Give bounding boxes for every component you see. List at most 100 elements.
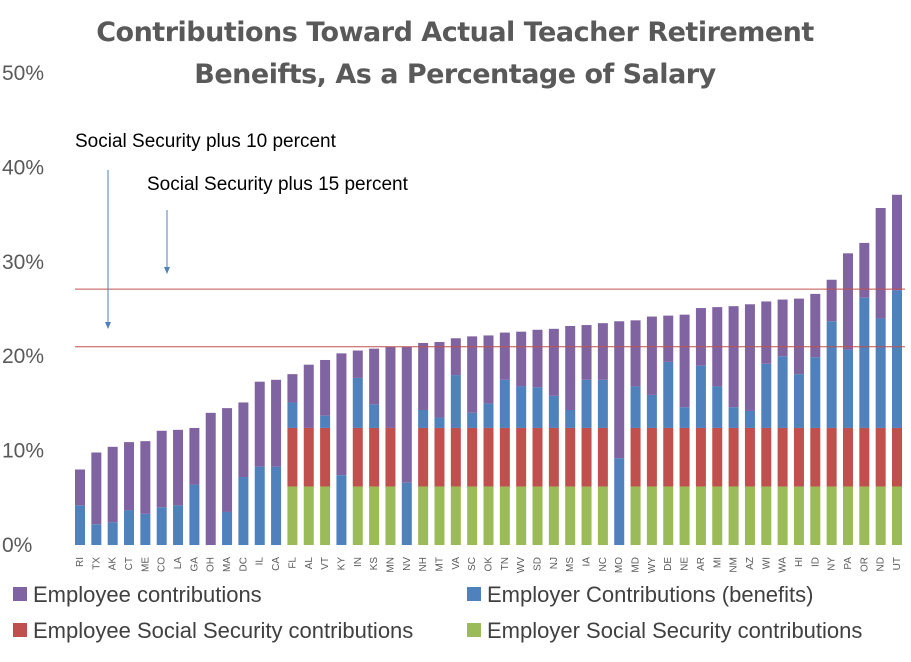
bar-segment	[695, 365, 706, 428]
x-tick-label: ND	[876, 557, 887, 571]
bar-segment	[728, 427, 739, 487]
x-tick-label: SC	[467, 557, 478, 571]
bar-segment	[271, 379, 282, 467]
legend-swatch	[467, 587, 481, 601]
bar-segment	[581, 427, 592, 487]
bar-segment	[450, 486, 461, 545]
bar-segment	[499, 332, 510, 380]
bar-segment	[679, 486, 690, 545]
x-tick-label: MN	[385, 557, 396, 573]
bar-segment	[107, 446, 118, 523]
bar-segment	[369, 348, 380, 405]
bar-segment	[418, 486, 429, 545]
bar-segment	[826, 279, 837, 322]
bar-segment	[320, 359, 331, 416]
legend-swatch	[467, 623, 481, 637]
x-tick-label: AZ	[745, 557, 756, 570]
bar-segment	[744, 410, 755, 428]
x-tick-label: IN	[353, 557, 364, 567]
bar-segment	[75, 469, 85, 506]
x-tick-label: NJ	[549, 557, 560, 569]
x-tick-label: OK	[484, 557, 495, 572]
bar-segment	[892, 486, 902, 545]
x-tick-label: VA	[451, 557, 462, 570]
bar-segment	[205, 412, 216, 545]
bar-segment	[548, 427, 559, 487]
bar-segment	[352, 486, 363, 545]
bar-segment	[875, 427, 886, 487]
x-tick-label: GA	[189, 557, 200, 572]
bar-segment	[679, 314, 690, 408]
x-tick-label: NV	[402, 557, 413, 571]
x-tick-label: NE	[680, 557, 691, 571]
bar-segment	[842, 253, 853, 350]
bar-segment	[140, 441, 151, 514]
bar-segment	[892, 290, 902, 428]
bar-segment	[303, 427, 314, 487]
x-tick-label: CT	[124, 557, 135, 570]
bar-segment	[499, 379, 510, 428]
y-tick-label: 50%	[2, 62, 44, 85]
bar-segment	[826, 427, 837, 487]
bar-segment	[548, 328, 559, 396]
bar-segment	[728, 407, 739, 428]
bar-segment	[842, 349, 853, 428]
x-tick-label: CA	[271, 557, 282, 571]
x-tick-label: MT	[434, 557, 445, 571]
bar-segment	[140, 513, 151, 545]
bar-segment	[646, 316, 657, 395]
bar-segment	[124, 510, 135, 545]
legend-swatch	[13, 623, 27, 637]
x-tick-label: WV	[516, 557, 527, 573]
bar-segment	[777, 427, 788, 487]
x-tick-label: WI	[761, 557, 772, 569]
x-tick-label: LA	[173, 557, 184, 570]
x-tick-label: NH	[418, 557, 429, 571]
annotation: Social Security plus 15 percent	[147, 174, 409, 195]
bar-segment	[320, 427, 331, 487]
x-tick-label: CO	[157, 557, 168, 572]
bar-segment	[287, 427, 298, 487]
x-tick-label: MO	[614, 557, 625, 573]
bar-segment	[892, 194, 902, 291]
x-tick-label: DE	[663, 557, 674, 571]
bar-segment	[467, 486, 478, 545]
bar-segment	[859, 486, 870, 545]
x-tick-label: ME	[140, 557, 151, 572]
x-tick-label: TX	[91, 557, 102, 570]
bar-segment	[663, 361, 674, 428]
bar-segment	[810, 427, 821, 487]
bar-segment	[418, 410, 429, 428]
bar-segment	[761, 486, 772, 545]
bar-segment	[875, 486, 886, 545]
bar-segment	[630, 427, 641, 487]
bar-segment	[679, 427, 690, 487]
bar-segment	[581, 325, 592, 380]
bar-segment	[859, 242, 870, 298]
y-tick-label: 10%	[2, 440, 44, 463]
bar-segment	[434, 427, 445, 487]
bar-segment	[238, 477, 249, 545]
bar-segment	[793, 374, 804, 428]
x-tick-label: SD	[533, 557, 544, 571]
bar-segment	[630, 486, 641, 545]
bar-segment	[728, 486, 739, 545]
x-tick-label: FL	[287, 557, 298, 569]
bar-segment	[467, 336, 478, 413]
legend-label: Employer Social Security contributions	[487, 618, 862, 643]
bar-segment	[483, 486, 494, 545]
bar-segment	[761, 363, 772, 428]
x-tick-label: MS	[565, 557, 576, 572]
bar-segment	[91, 524, 102, 545]
bar-segment	[369, 427, 380, 487]
bar-segment	[434, 486, 445, 545]
bar-segment	[565, 410, 576, 428]
bar-segment	[614, 458, 625, 545]
bar-segment	[826, 321, 837, 428]
bar-segment	[418, 342, 429, 411]
bar-segment	[777, 486, 788, 545]
legend-swatch	[13, 587, 27, 601]
legend-label: Employee contributions	[33, 582, 262, 607]
bar-segment	[222, 408, 233, 512]
